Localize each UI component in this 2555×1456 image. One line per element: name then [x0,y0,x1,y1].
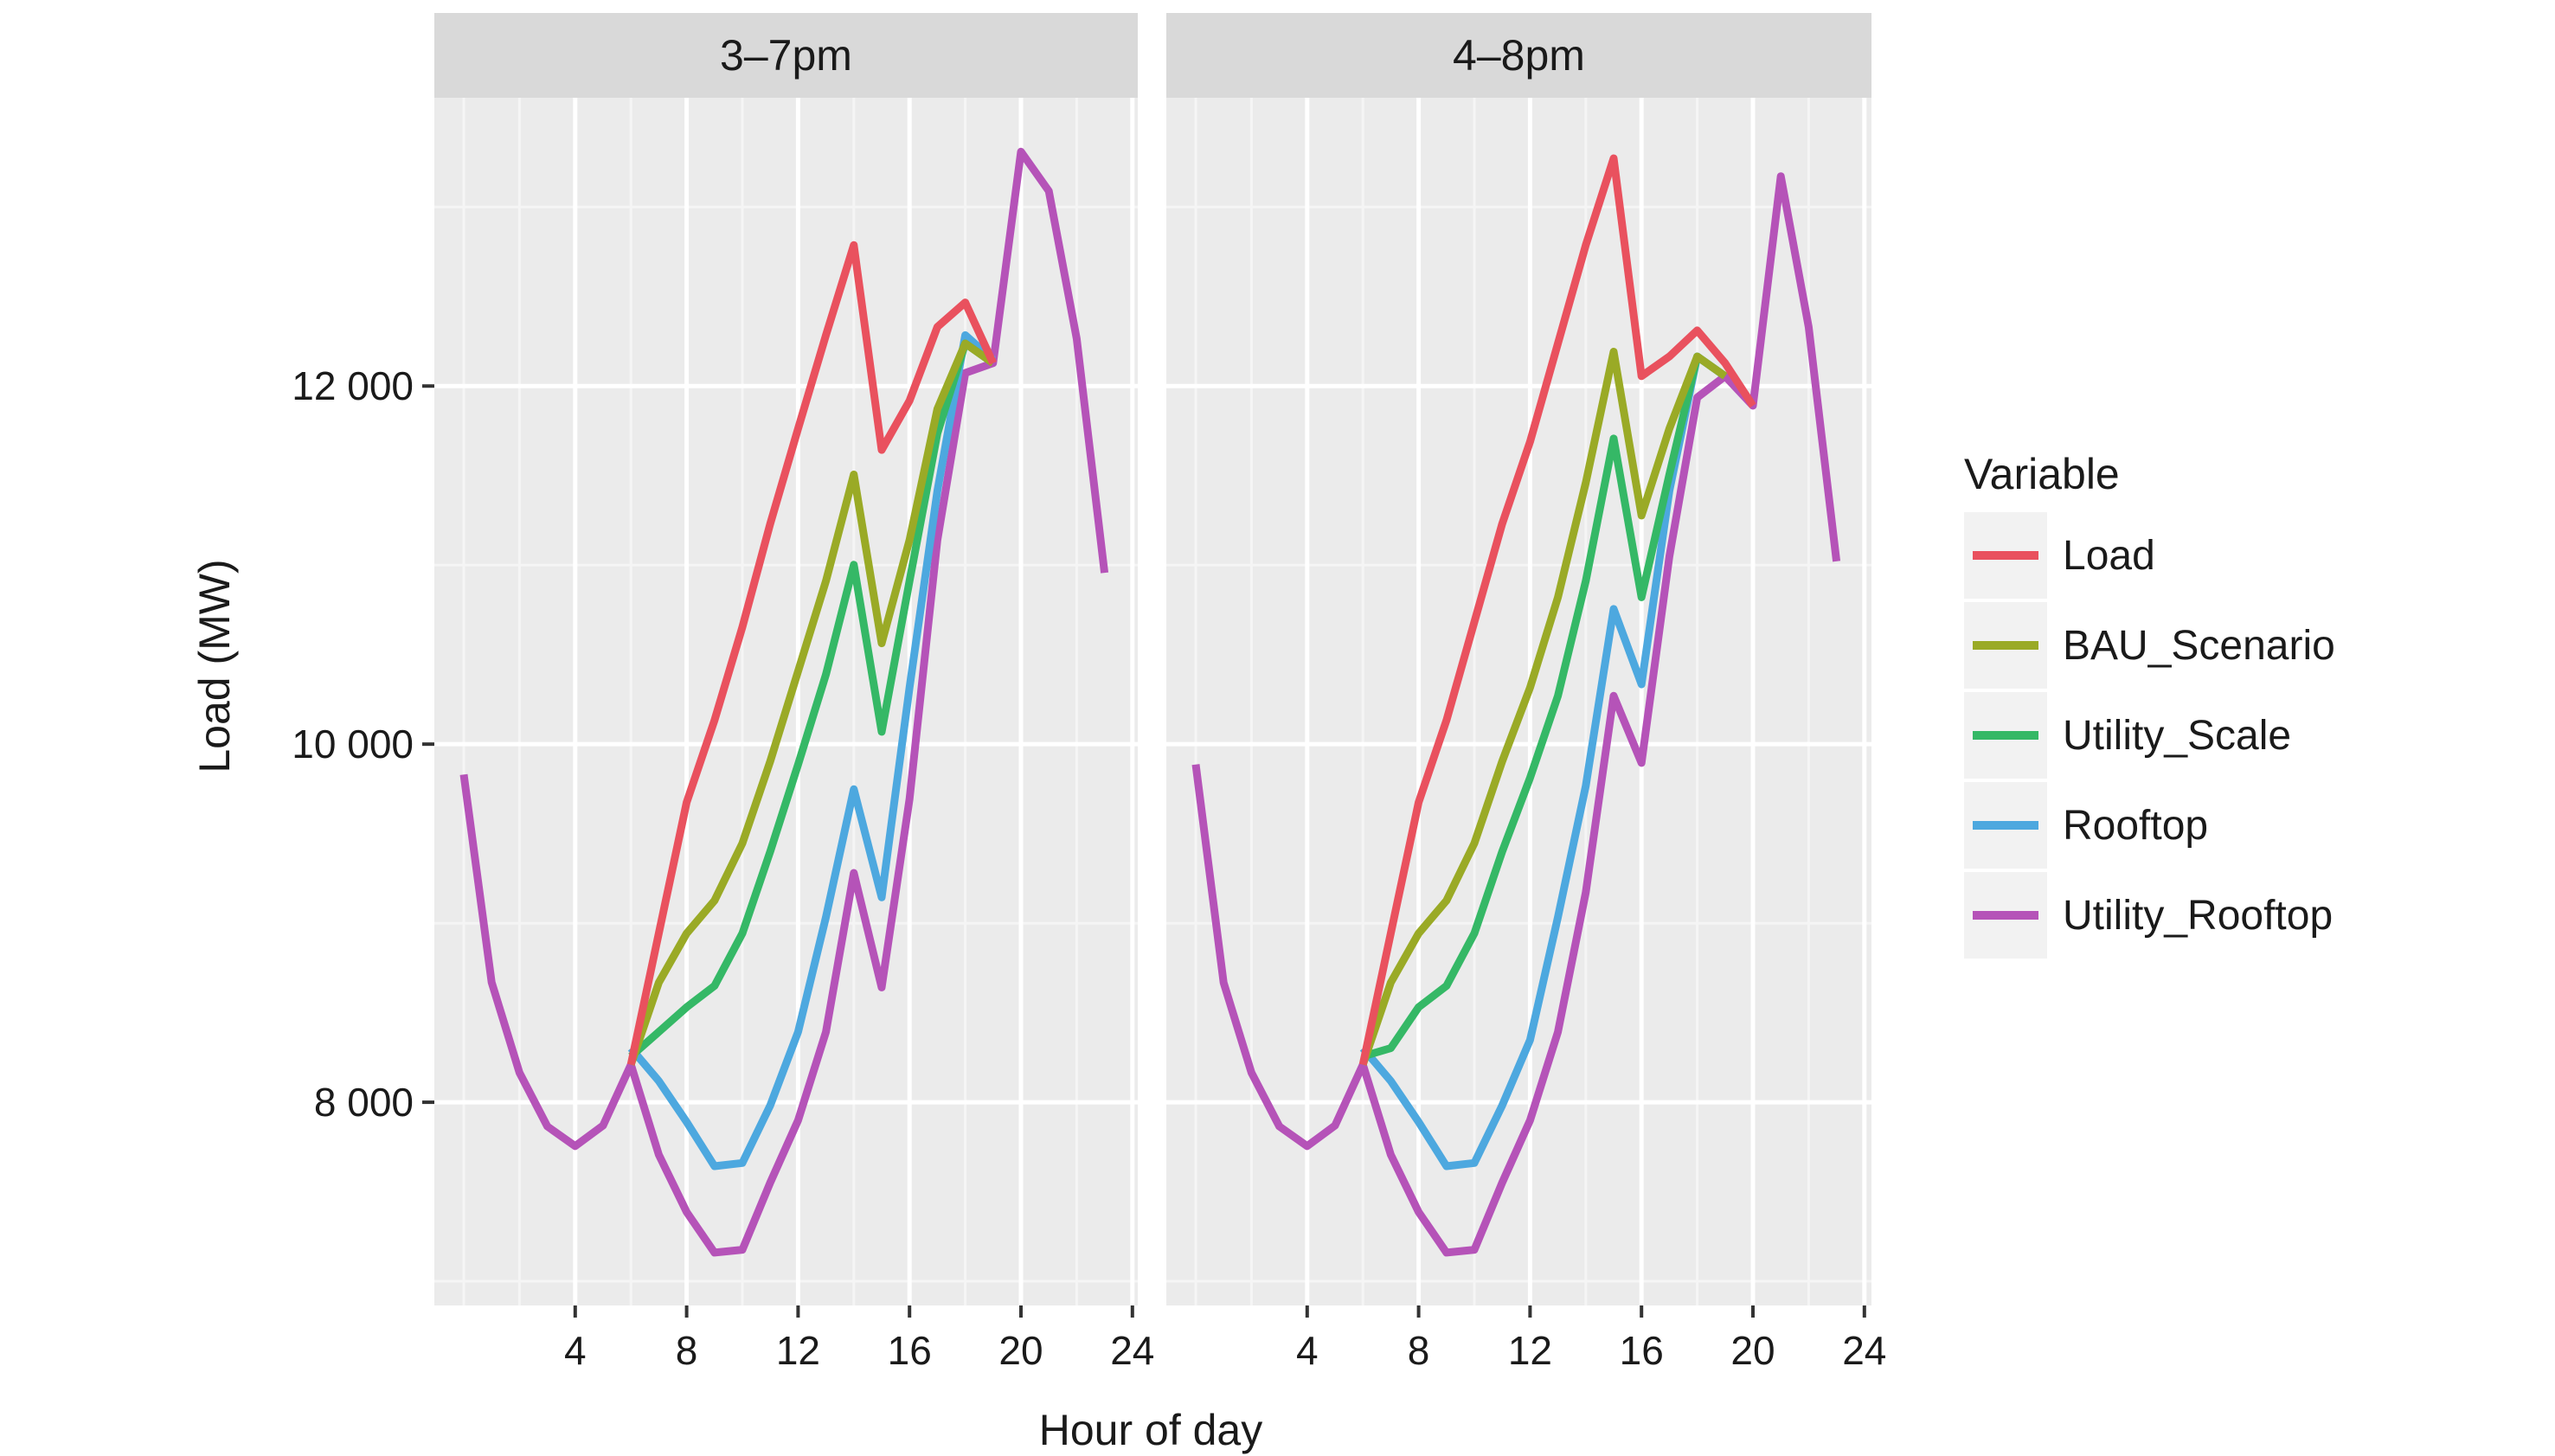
x-tick-label: 4 [564,1328,587,1373]
x-tick-label: 8 [1408,1328,1430,1373]
x-tick-label: 24 [1842,1328,1886,1373]
facet-strip [1166,13,1871,98]
legend-item: BAU_Scenario [1964,602,2335,689]
legend-label: Load [2063,533,2155,579]
x-tick-label: 16 [1620,1328,1664,1373]
series-line-bau-scenario [626,339,996,1067]
series-line-load [1358,154,1756,1066]
x-tick-label: 20 [1730,1328,1775,1373]
legend-item: Utility_Rooftop [1964,872,2333,959]
series-line-utility-scale [628,339,996,1060]
facet-strip [434,13,1138,98]
series-line-utility-scale [1361,352,1728,1061]
series-line-rooftop [1359,352,1728,1171]
legend-label: Rooftop [2063,803,2208,849]
x-tick-label: 20 [998,1328,1043,1373]
series-line-utility-rooftop [1191,172,1841,1257]
series-line-utility-rooftop [459,147,1109,1257]
x-tick-label: 16 [888,1328,932,1373]
facet-panel: 3–7pm 4 8 12 16 20 24 8 000 10 000 12 000 [292,13,1154,1373]
x-tick-label: 4 [1296,1328,1319,1373]
facet-strip-label: 4–8pm [1453,31,1585,80]
x-axis-title: Hour of day [1039,1406,1262,1454]
legend-items: Load BAU_Scenario Utility_Scale Rooftop Util… [1964,512,2335,959]
series-line-rooftop [627,330,996,1171]
x-tick-label: 12 [1508,1328,1552,1373]
legend-label: Utility_Rooftop [2063,893,2333,939]
legend-label: Utility_Scale [2063,713,2291,759]
legend-item: Rooftop [1964,782,2208,869]
series-line-load [626,241,997,1066]
x-tick-label: 12 [776,1328,820,1373]
legend-title: Variable [1964,450,2120,498]
legend: Variable Load BAU_Scenario Utility_Scale Ro… [1964,450,2335,959]
legend-item: Utility_Scale [1964,692,2291,779]
y-tick-label: 8 000 [314,1080,414,1125]
facet-panel: 4–8pm 4 8 12 16 20 24 [1166,13,1886,1373]
x-tick-label: 8 [676,1328,698,1373]
series-line-bau-scenario [1358,348,1728,1067]
y-tick-label: 12 000 [292,363,414,408]
facet-strip-label: 3–7pm [720,31,852,80]
facet-panels: 3–7pm 4 8 12 16 20 24 8 000 10 000 12 000 4–8pm 4 8 1… [292,13,1886,1373]
legend-item: Load [1964,512,2155,599]
legend-label: BAU_Scenario [2063,623,2335,669]
y-tick-label: 10 000 [292,722,414,766]
y-axis-title: Load (MW) [190,559,239,773]
x-tick-label: 24 [1110,1328,1154,1373]
